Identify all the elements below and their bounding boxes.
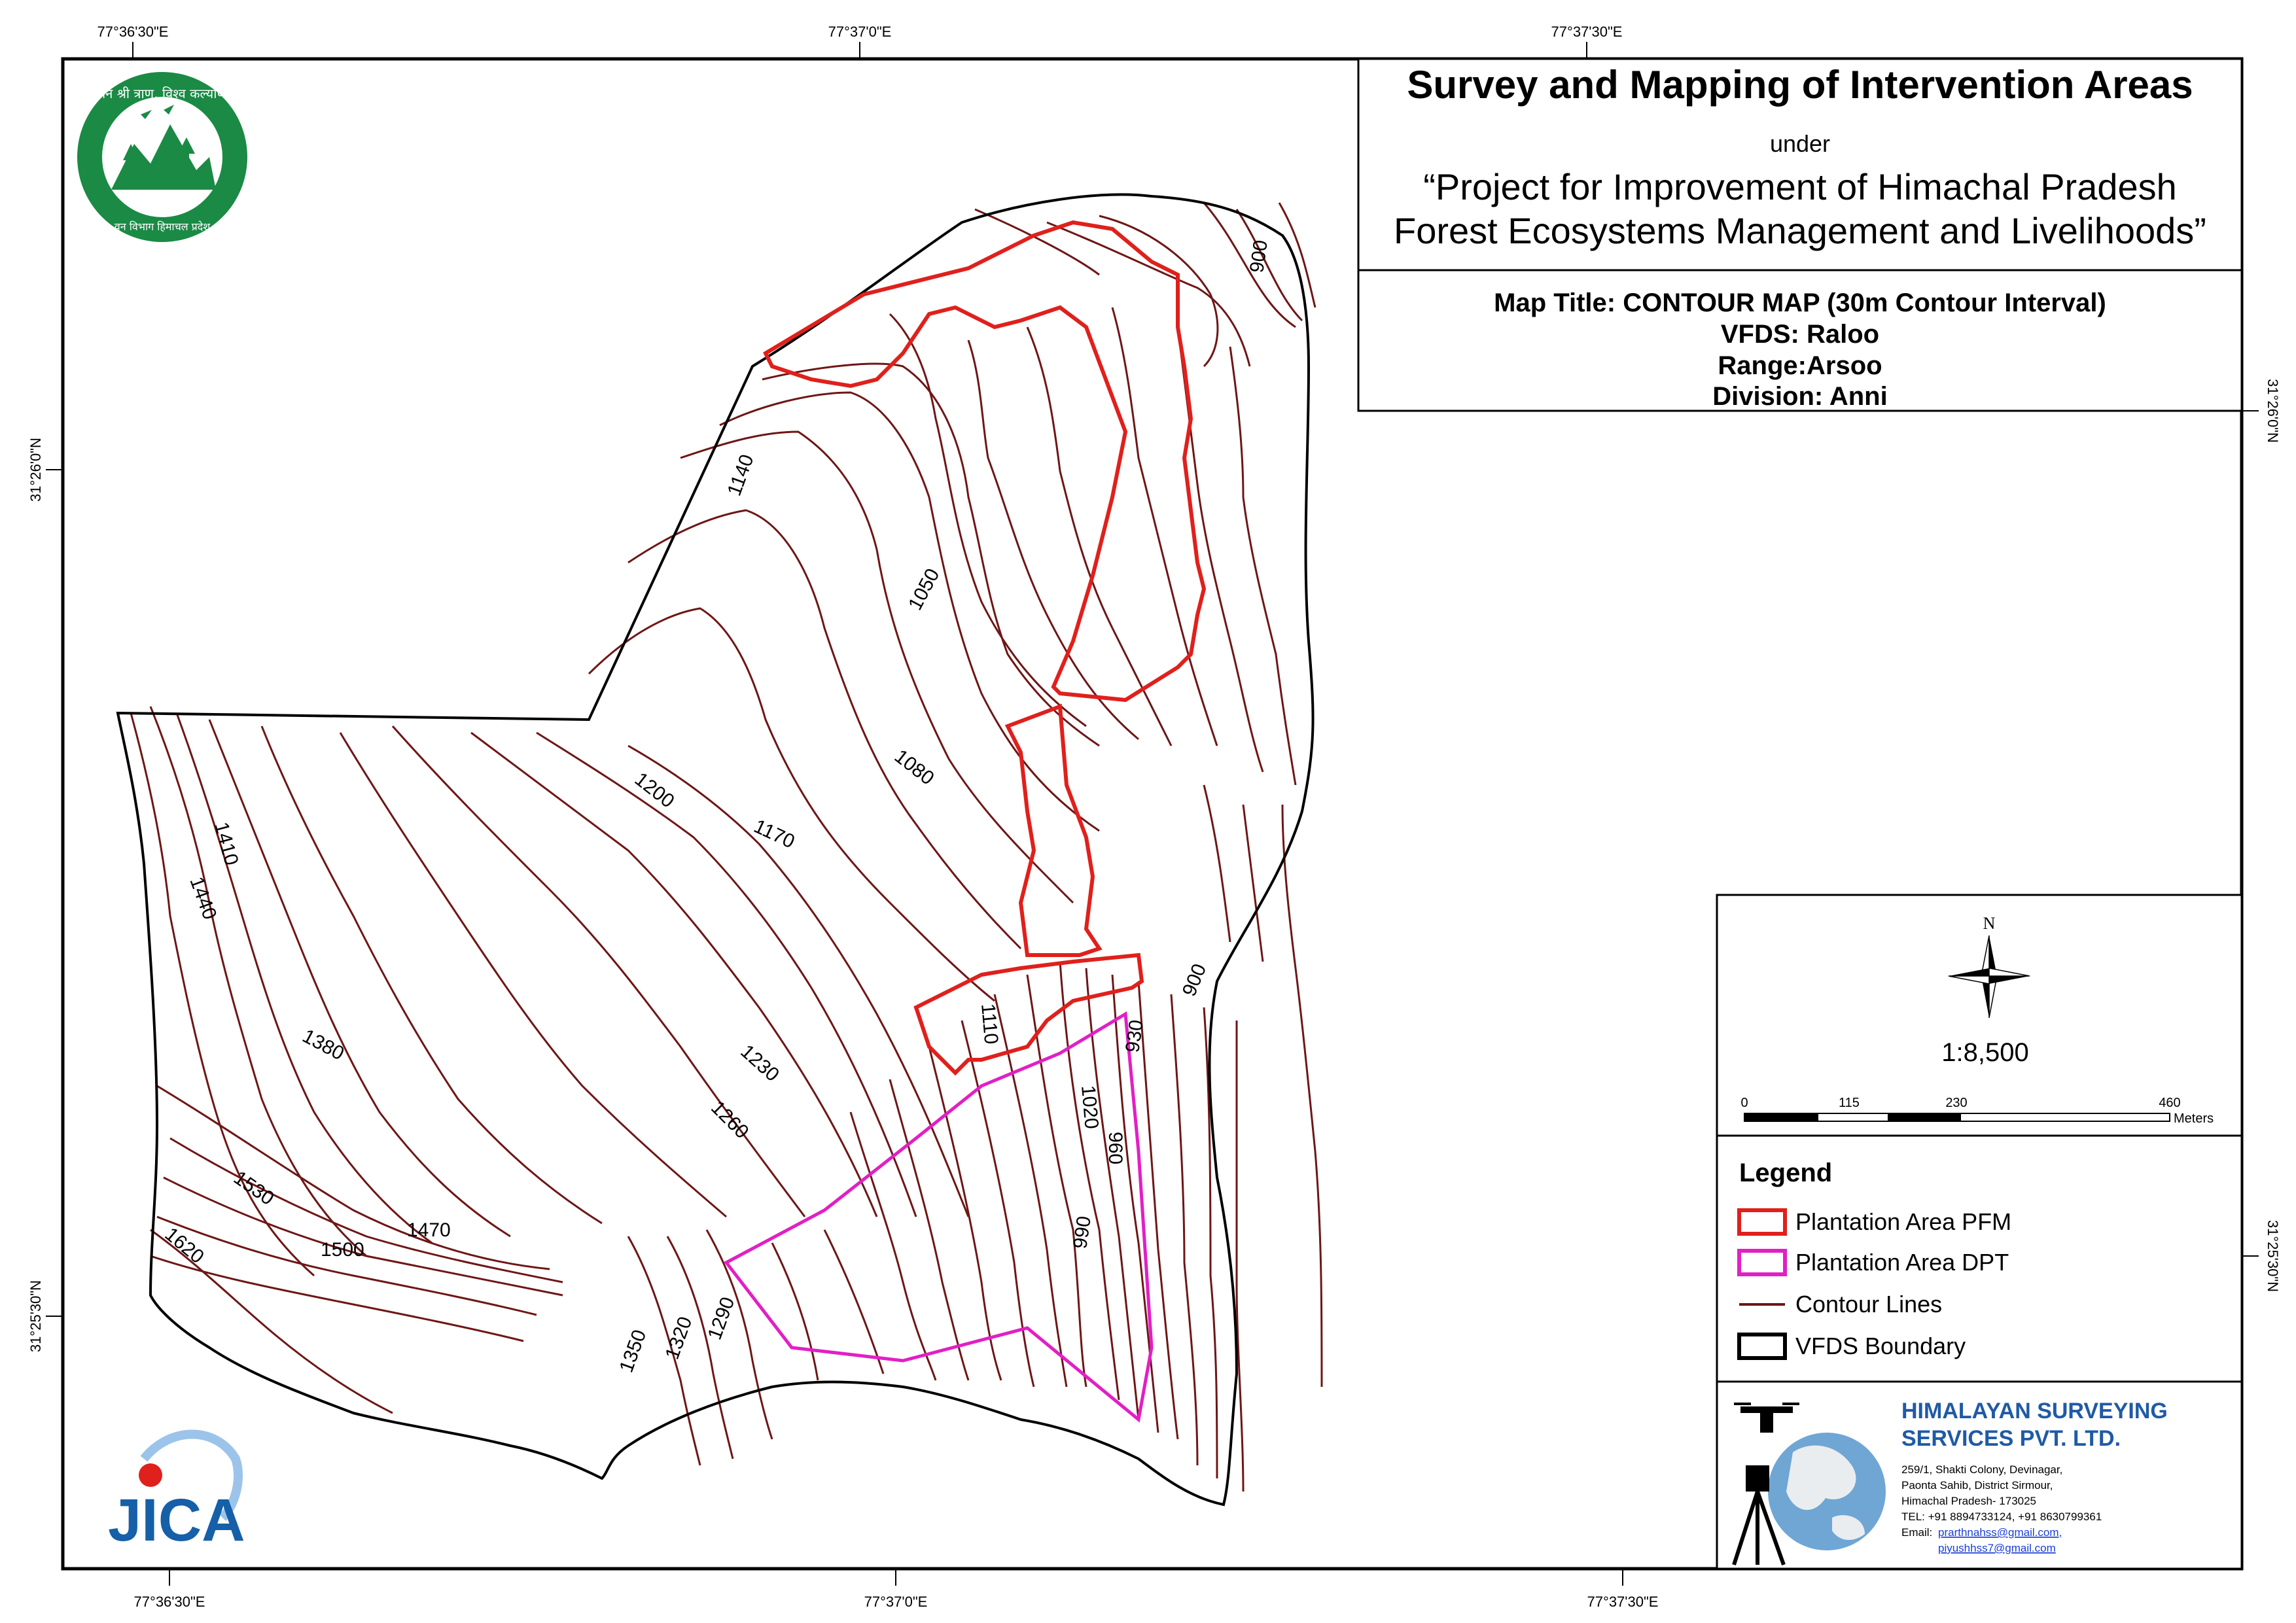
contour-label-group: 1140 1050 1080 1200 1170 900 1410 1440 1… <box>161 239 1272 1376</box>
contour-label-1140: 1140 <box>724 451 758 498</box>
graticule-right-2: 31°25'30"N <box>2265 1220 2281 1292</box>
legend-title: Legend <box>1739 1159 1832 1187</box>
scale-tick-0: 0 <box>1740 1096 1748 1110</box>
contour-label-1440: 1440 <box>185 874 221 922</box>
graticule-bottom-2: 77°37'0"E <box>864 1594 928 1610</box>
plantation-area-dpt <box>724 1011 1154 1423</box>
title-under: under <box>1770 130 1830 157</box>
contour-label-1380: 1380 <box>299 1025 347 1064</box>
company-tel: TEL: +91 8894733124, +91 8630799361 <box>1901 1510 2102 1523</box>
scale-tick-115: 115 <box>1839 1096 1860 1110</box>
contour-label-1470: 1470 <box>407 1219 451 1241</box>
contour-label-1290: 1290 <box>704 1294 739 1342</box>
contour-label-1050: 1050 <box>904 565 944 614</box>
contour-label-960: 960 <box>1104 1132 1126 1164</box>
contour-lines <box>130 202 1323 1492</box>
scale-block <box>1716 894 2243 1137</box>
forest-department-logo: वन श्री त्राण, विश्व कल्याण वन विभाग हिम… <box>77 72 247 242</box>
contour-label-1320: 1320 <box>662 1314 697 1362</box>
company-email-2[interactable]: piyushhss7@gmail.com <box>1938 1542 2056 1554</box>
contour-label-1110: 1110 <box>977 1003 1002 1045</box>
legend-label-contour: Contour Lines <box>1795 1291 1942 1318</box>
company-name-line1: HIMALAYAN SURVEYING <box>1901 1399 2168 1423</box>
contour-label-1080: 1080 <box>891 746 938 790</box>
company-email-1[interactable]: prarthnahss@gmail.com, <box>1938 1526 2062 1539</box>
main-title: Survey and Mapping of Intervention Areas <box>1407 63 2193 107</box>
contour-label-1230: 1230 <box>736 1041 783 1086</box>
forest-logo-department: वन विभाग हिमाचल प्रदेश <box>115 220 211 233</box>
contour-label-1410: 1410 <box>210 820 242 867</box>
plantation-area-pfm <box>763 220 1207 1076</box>
company-name-line2: SERVICES PVT. LTD. <box>1901 1426 2121 1451</box>
jica-logo-text: JICA <box>108 1487 245 1554</box>
scale-ratio: 1:8,500 <box>1941 1038 2028 1067</box>
contour-label-900-mid: 900 <box>1178 961 1210 1000</box>
contour-label-990: 990 <box>1069 1215 1095 1250</box>
scale-bar <box>1744 1113 2170 1122</box>
map-title: Map Title: CONTOUR MAP (30m Contour Inte… <box>1494 288 2106 317</box>
scale-tick-230: 230 <box>1945 1096 1967 1110</box>
project-title-line1: “Project for Improvement of Himachal Pra… <box>1423 166 2177 207</box>
contour-label-1500: 1500 <box>321 1239 364 1261</box>
graticule-left-2: 31°25'30"N <box>27 1280 44 1352</box>
graticule-top-2: 77°37'0"E <box>828 24 892 40</box>
graticule-top-3: 77°37'30"E <box>1551 24 1623 40</box>
contour-label-930: 930 <box>1122 1019 1148 1054</box>
legend-swatch-boundary <box>1737 1333 1787 1360</box>
company-address-1: 259/1, Shakti Colony, Devinagar, <box>1901 1463 2062 1476</box>
map-range: Range:Arsoo <box>1718 351 1882 380</box>
map-frame <box>61 57 2244 1571</box>
map-division: Division: Anni <box>1712 382 1887 411</box>
legend-label-dpt: Plantation Area DPT <box>1795 1249 2009 1276</box>
contour-label-1350: 1350 <box>616 1327 651 1375</box>
title-block <box>1357 58 2243 271</box>
vfds-boundary <box>116 193 1315 1507</box>
graticule-top-1: 77°36'30"E <box>97 24 169 40</box>
contour-label-1200: 1200 <box>631 769 679 812</box>
contour-label-900-top: 900 <box>1246 239 1272 274</box>
legend-label-pfm: Plantation Area PFM <box>1795 1208 2011 1235</box>
north-label: N <box>1983 914 1996 933</box>
graticule-right-1: 31°26'0"N <box>2265 379 2281 443</box>
company-email-label: Email: <box>1901 1526 1932 1539</box>
graticule-bottom-3: 77°37'30"E <box>1587 1594 1659 1610</box>
legend-label-boundary: VFDS Boundary <box>1795 1333 1966 1359</box>
contour-label-1170: 1170 <box>751 815 798 852</box>
graticule-left-1: 31°26'0"N <box>27 438 44 502</box>
legend-block <box>1716 1134 2243 1383</box>
project-title-line2: Forest Ecosystems Management and Livelih… <box>1394 210 2206 251</box>
scale-tick-460: 460 <box>2159 1096 2180 1110</box>
legend-swatch-dpt <box>1737 1249 1787 1276</box>
map-vfds: VFDS: Raloo <box>1721 320 1879 349</box>
company-address-3: Himachal Pradesh- 173025 <box>1901 1495 2036 1507</box>
company-logo-icon <box>1732 1403 1886 1566</box>
jica-logo: JICA <box>108 1429 245 1554</box>
scale-unit: Meters <box>2174 1111 2214 1126</box>
legend-swatch-pfm <box>1737 1208 1787 1236</box>
map-info-block <box>1357 269 2243 412</box>
north-arrow-icon <box>1948 935 2030 1019</box>
forest-logo-motto: वन श्री त्राण, विश्व कल्याण <box>98 86 226 101</box>
graticule-ticks <box>46 42 2259 1586</box>
company-address-2: Paonta Sahib, District Sirmour, <box>1901 1479 2053 1492</box>
graticule-bottom-1: 77°36'30"E <box>134 1594 205 1610</box>
contour-label-1020: 1020 <box>1077 1085 1103 1130</box>
